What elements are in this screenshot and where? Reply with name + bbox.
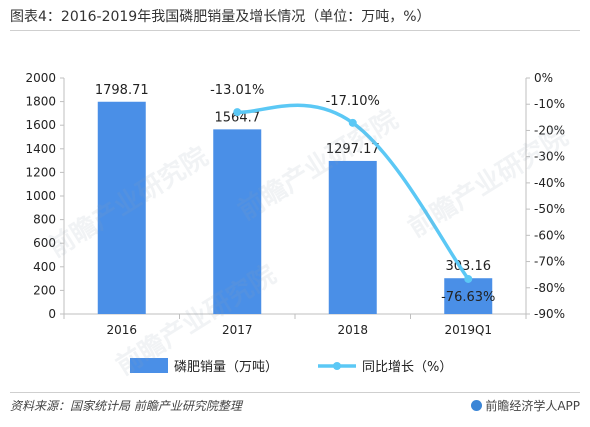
growth-data-label: -13.01% xyxy=(210,83,264,98)
left-axis-tick-label: 1800 xyxy=(25,95,56,109)
x-axis-tick-label: 2017 xyxy=(222,323,253,337)
right-axis-tick-label: -70% xyxy=(534,255,565,269)
bar xyxy=(97,101,146,314)
left-axis-tick-label: 0 xyxy=(48,307,56,321)
left-axis-tick-label: 200 xyxy=(33,283,56,297)
bar-data-label: 1564.7 xyxy=(215,110,261,125)
growth-point xyxy=(233,108,242,117)
right-axis-tick-label: -20% xyxy=(534,123,565,137)
bar xyxy=(444,278,493,314)
x-axis-tick-label: 2016 xyxy=(106,323,137,337)
right-axis-tick-label: -60% xyxy=(534,228,565,242)
x-axis-tick-label: 2018 xyxy=(337,323,368,337)
source-note: 资料来源：国家统计局 前瞻产业研究院整理 xyxy=(10,399,242,413)
left-axis-tick-label: 2000 xyxy=(25,71,56,85)
left-axis-tick-label: 1400 xyxy=(25,142,56,156)
title-divider xyxy=(10,30,580,31)
right-axis-tick-label: -50% xyxy=(534,202,565,216)
left-axis-tick-label: 400 xyxy=(33,260,56,274)
right-axis-tick-label: -10% xyxy=(534,97,565,111)
left-axis-tick-label: 600 xyxy=(33,236,56,250)
growth-line xyxy=(235,103,470,281)
left-axis-tick-label: 1200 xyxy=(25,165,56,179)
right-axis-tick-label: -80% xyxy=(534,281,565,295)
brand-label: 前瞻经济学人APP xyxy=(485,399,580,413)
combo-chart: 0 200 400 600 800 1000 1200 1400 1600 1800 2000 0% -… xyxy=(25,71,565,375)
legend-swatch-marker xyxy=(333,362,341,370)
left-axis-tick-label: 800 xyxy=(33,213,56,227)
x-axis-tick-label: 2019Q1 xyxy=(444,323,492,337)
right-axis-tick-label: -40% xyxy=(534,176,565,190)
legend-label-line: 同比增长（%） xyxy=(362,360,452,375)
chart-title: 图表4：2016-2019年我国磷肥销量及增长情况（单位：万吨，%） xyxy=(10,9,431,25)
growth-data-label: -17.10% xyxy=(326,94,380,109)
right-axis-tick-label: -90% xyxy=(534,307,565,321)
legend-swatch-bar xyxy=(130,358,168,373)
bar-data-label: 1297.17 xyxy=(326,142,380,157)
left-axis-tick-label: 1000 xyxy=(25,189,56,203)
growth-point xyxy=(464,274,473,283)
right-axis-tick-label: -30% xyxy=(534,150,565,164)
growth-point xyxy=(348,118,357,127)
bar-data-label: 1798.71 xyxy=(95,83,149,98)
legend-label-bar: 磷肥销量（万吨） xyxy=(174,360,278,375)
bar xyxy=(213,129,262,314)
left-axis-tick-label: 1600 xyxy=(25,118,56,132)
brand: 前瞻经济学人APP xyxy=(471,397,580,414)
growth-data-label: -76.63% xyxy=(441,290,495,305)
brand-logo-icon xyxy=(471,400,483,411)
right-axis-tick-label: 0% xyxy=(534,71,553,85)
bar-data-label: 303.16 xyxy=(446,259,492,274)
footer-divider xyxy=(10,392,580,393)
bar xyxy=(328,160,377,314)
